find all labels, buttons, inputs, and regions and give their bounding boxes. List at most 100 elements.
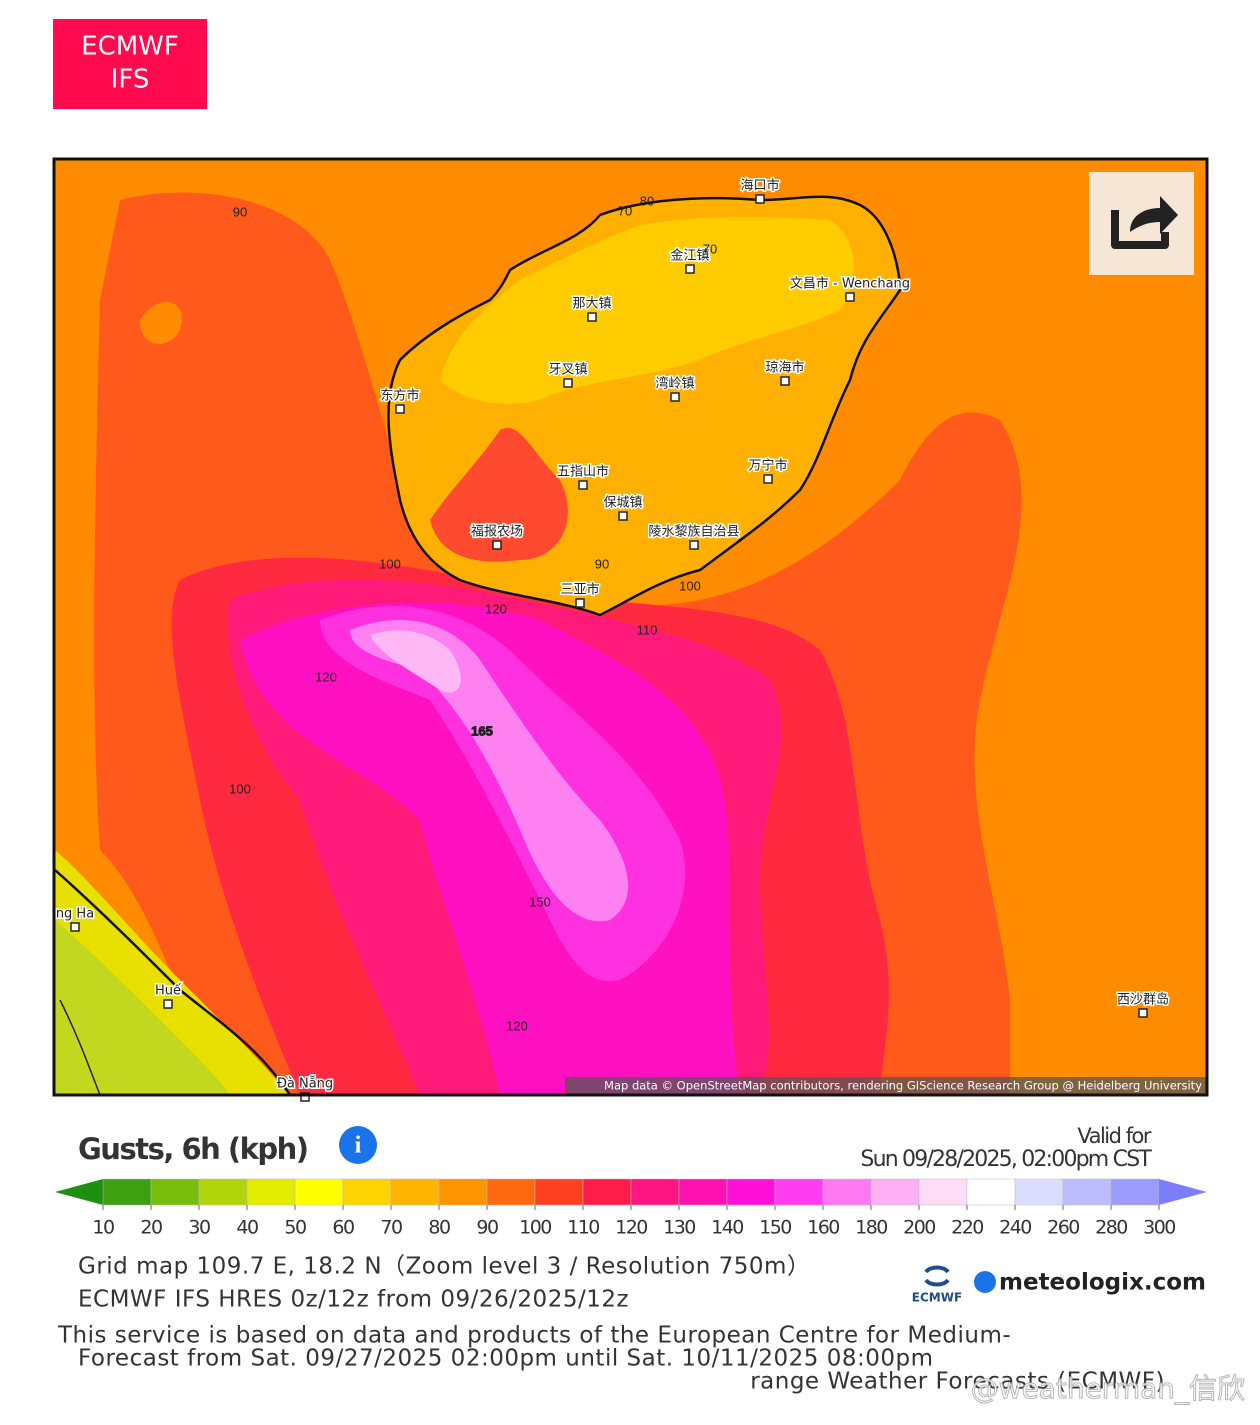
colorbar-segment — [774, 1178, 824, 1206]
colorbar-tick-label: 110 — [567, 1217, 599, 1239]
colorbar-tick-label: 70 — [380, 1217, 402, 1239]
colorbar-segment — [630, 1178, 680, 1206]
place-marker — [1138, 1008, 1148, 1018]
colorbar-segment — [534, 1178, 584, 1206]
place-marker — [578, 480, 588, 490]
colorbar-segment — [582, 1178, 632, 1206]
badge-text: IFS — [111, 65, 150, 95]
svg-text:i: i — [355, 1133, 362, 1159]
place-label: 湾岭镇 — [655, 376, 694, 392]
place-label: 东方市 — [380, 388, 419, 404]
colorbar-tick-label: 150 — [759, 1217, 791, 1239]
place-marker — [755, 194, 765, 204]
place-marker — [492, 540, 502, 550]
place-marker — [689, 540, 699, 550]
colorbar-segment — [966, 1178, 1016, 1206]
badge — [53, 19, 207, 109]
colorbar-segment — [150, 1178, 200, 1206]
contour-label: 110 — [637, 622, 658, 637]
contour-label: 90 — [233, 204, 247, 219]
place-marker — [395, 404, 405, 414]
legend-title: Gusts, 6h (kph) — [78, 1132, 308, 1166]
service-note: This service is based on data and produc… — [57, 1323, 1011, 1349]
info-icon[interactable]: i — [339, 1126, 377, 1164]
colorbar-tick-label: 130 — [663, 1217, 695, 1239]
contour-label: 70 — [618, 203, 632, 218]
badge-text: ECMWF — [81, 32, 179, 62]
colorbar-segment — [342, 1178, 392, 1206]
colorbar-segment — [918, 1178, 968, 1206]
colorbar-segment — [102, 1178, 152, 1206]
colorbar-tick-label: 120 — [615, 1217, 647, 1239]
colorbar-tick-label: 90 — [476, 1217, 498, 1239]
place-marker — [575, 598, 585, 608]
contour-label: 165 — [471, 723, 493, 738]
place-label: Đà Nẵng — [277, 1077, 333, 1092]
ecmwf-icon — [924, 1265, 950, 1287]
colorbar-segment — [1014, 1178, 1064, 1206]
place-label: 五指山市 — [557, 464, 609, 480]
colorbar-tick-label: 40 — [236, 1217, 258, 1239]
place-label: 西沙群岛 — [1117, 992, 1169, 1008]
contour-label: 150 — [529, 894, 551, 909]
place-label: 保城镇 — [603, 496, 642, 511]
colorbar-tick-label: 280 — [1095, 1217, 1127, 1239]
colorbar-tick-label: 220 — [951, 1217, 983, 1239]
place-marker — [845, 292, 855, 302]
place-marker — [763, 474, 773, 484]
place-marker — [618, 511, 628, 521]
valid-time: Sun 09/28/2025, 02:00pm CST — [860, 1147, 1152, 1172]
colorbar-tick-label: 80 — [428, 1217, 450, 1239]
colorbar-tick-label: 20 — [140, 1217, 162, 1239]
colorbar-segment — [1062, 1178, 1112, 1206]
place-marker — [163, 999, 173, 1009]
valid-label: Valid for — [1077, 1124, 1152, 1148]
forecast-info: Forecast from Sat. 09/27/2025 02:00pm un… — [78, 1346, 934, 1372]
share-button[interactable] — [1089, 172, 1194, 275]
place-label: Huế — [155, 984, 181, 999]
colorbar-segment — [678, 1178, 728, 1206]
colorbar-segment — [870, 1178, 920, 1206]
colorbar-tick-label: 10 — [92, 1217, 114, 1239]
attribution: Map data © OpenStreetMap contributors, r… — [604, 1079, 1202, 1093]
watermark: @weatherman_信欣 — [971, 1372, 1245, 1405]
colorbar-tick-label: 180 — [855, 1217, 887, 1239]
place-label: 福报农场 — [471, 525, 523, 540]
contour-label: 90 — [595, 556, 609, 571]
colorbar-segment — [1110, 1178, 1160, 1206]
place-marker — [70, 922, 80, 932]
place-label: 三亚市 — [560, 582, 599, 598]
place-marker — [670, 392, 680, 402]
colorbar-tick-label: 100 — [519, 1217, 551, 1239]
service-note: range Weather Forecasts (ECMWF) — [750, 1369, 1165, 1395]
colorbar-segment — [246, 1178, 296, 1206]
colorbar-segment — [438, 1178, 488, 1206]
colorbar-tick-label: 140 — [711, 1217, 743, 1239]
contour-label: 100 — [679, 578, 701, 593]
colorbar-tick-label: 50 — [284, 1217, 306, 1239]
place-label: 陵水黎族自治县 — [648, 524, 739, 540]
contour-label: 70 — [703, 241, 717, 256]
colorbar-tick-label: 200 — [903, 1217, 935, 1239]
colorbar-tick-label: 30 — [188, 1217, 210, 1239]
contour-label: 120 — [506, 1018, 528, 1033]
colorbar-arrow — [55, 1179, 103, 1205]
run-info: ECMWF IFS HRES 0z/12z from 09/26/2025/12… — [78, 1287, 629, 1313]
colorbar-segment — [726, 1178, 776, 1206]
colorbar-segment — [486, 1178, 536, 1206]
colorbar-tick-label: 60 — [332, 1217, 354, 1239]
place-marker — [780, 376, 790, 386]
colorbar-arrow — [1159, 1179, 1207, 1205]
contour-label: 80 — [640, 193, 654, 208]
colorbar: 10 20 30 40 50 60 70 80 90 100 110 120 130 140 150 160 1… — [55, 1178, 1207, 1239]
place-label: 琼海市 — [765, 360, 804, 376]
contour-label: 100 — [379, 556, 401, 571]
colorbar-segment — [822, 1178, 872, 1206]
place-label: 牙叉镇 — [548, 363, 587, 378]
site-name[interactable]: meteologix.com — [999, 1270, 1206, 1296]
grid-info: Grid map 109.7 E, 18.2 N（Zoom level 3 / … — [78, 1254, 810, 1280]
colorbar-segment — [294, 1178, 344, 1206]
